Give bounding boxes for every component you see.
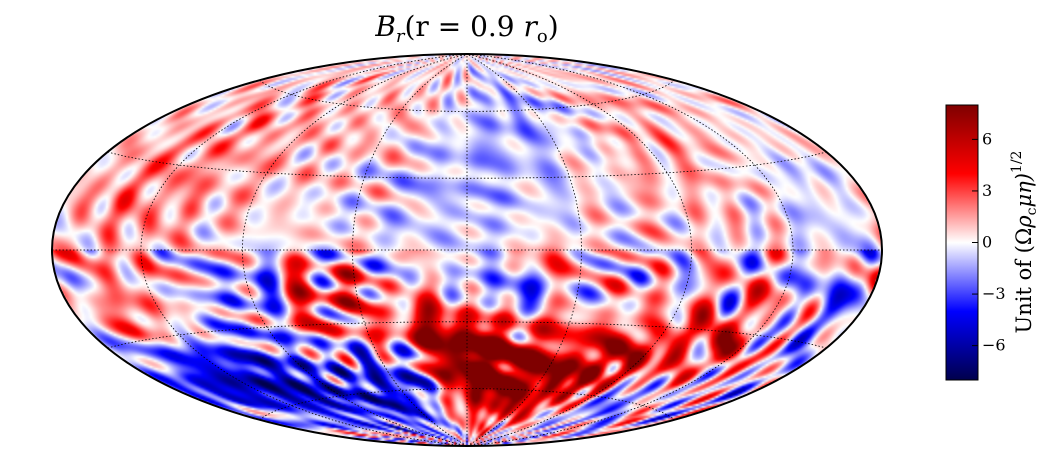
meridian-line [241, 53, 468, 447]
parallel-line [107, 321, 827, 349]
colorbar-tick-label: 6 [982, 129, 992, 148]
colorbar-ticks: 6 3 0 −3 −6 [972, 129, 1006, 355]
meridian-line [466, 53, 693, 447]
colorbar-tick-label: 3 [982, 181, 992, 200]
colorbar-tick-label: −3 [982, 284, 1006, 303]
chart-title: Br(r = 0.9 ro) [374, 10, 558, 47]
map-outline [51, 53, 883, 447]
colorbar-label: Unit of (Ωρcμη)1/2 [1009, 151, 1040, 334]
meridian-line [352, 53, 468, 447]
graticule [52, 53, 882, 447]
colorbar: 6 3 0 −3 −6 Unit of (Ωρcμη)1/2 [945, 104, 1040, 381]
colorbar-tick-label: −6 [982, 336, 1006, 355]
colorbar-tick-label: 0 [982, 233, 992, 252]
parallel-line [107, 151, 827, 179]
meridian-line [466, 53, 794, 447]
parallel-line [259, 388, 675, 421]
parallel-line [259, 79, 675, 112]
